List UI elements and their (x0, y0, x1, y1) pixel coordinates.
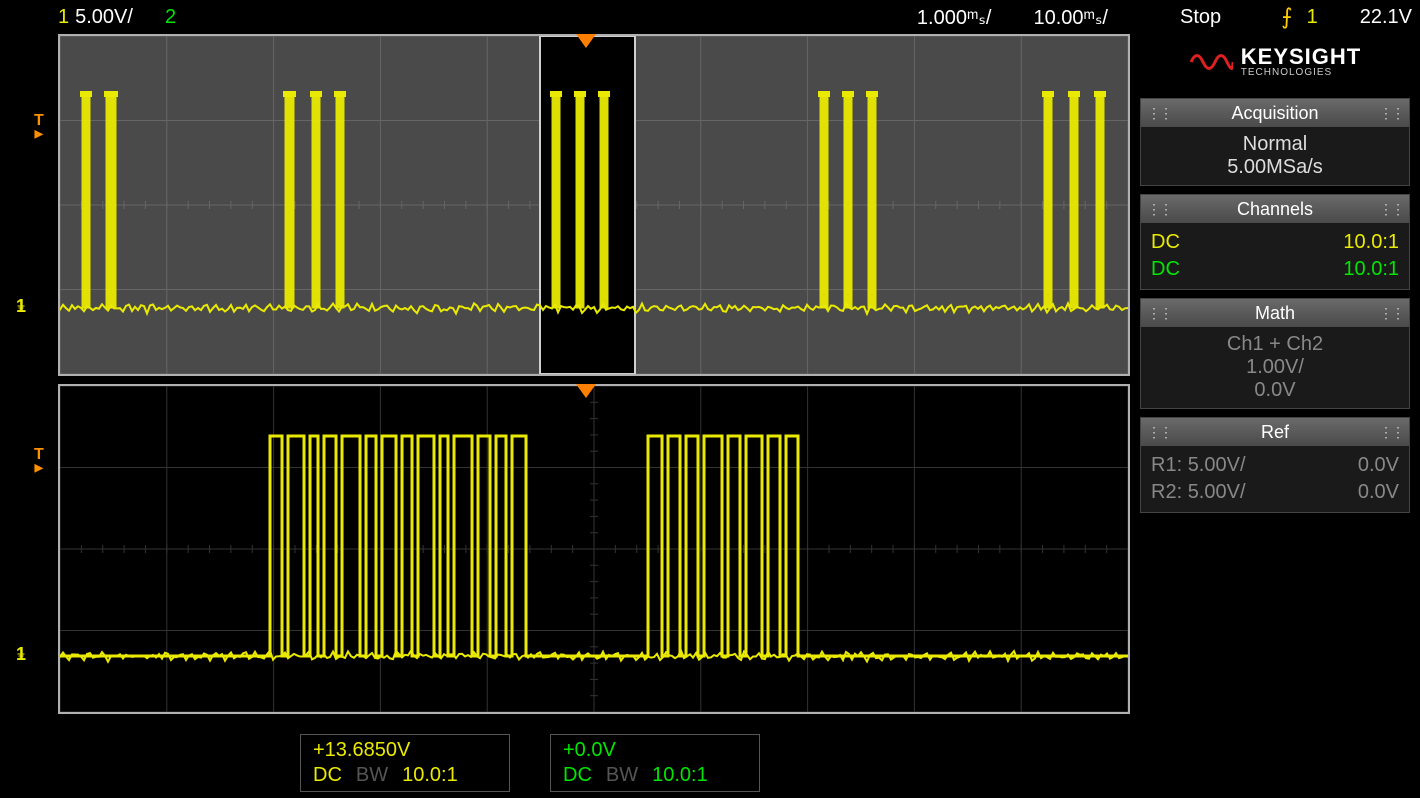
math-header: Math (1141, 299, 1409, 327)
ch1-measured-value: +13.6850V (313, 739, 497, 762)
r1-label: R1: (1151, 454, 1182, 476)
logo-text: KEYSIGHT (1241, 46, 1361, 68)
run-state[interactable]: Stop (1180, 6, 1221, 29)
ref-header: Ref (1141, 418, 1409, 446)
acquisition-header: Acquisition (1141, 99, 1409, 127)
ch2-bw: BW (606, 764, 638, 787)
channels-panel[interactable]: Channels DC 10.0:1 DC 10.0:1 (1140, 194, 1410, 290)
acquisition-panel[interactable]: Acquisition Normal 5.00MSa/s (1140, 98, 1410, 186)
math-scale: 1.00V/ (1151, 356, 1399, 379)
ch1-coupling-btm: DC (313, 764, 342, 787)
ch1-probe-btm: 10.0:1 (402, 764, 458, 787)
logo-subtext: TECHNOLOGIES (1241, 68, 1361, 78)
acquisition-rate: 5.00MSa/s (1151, 156, 1399, 179)
ch1-info-box[interactable]: +13.6850V DC BW 10.0:1 (300, 734, 510, 792)
r2-scale: 5.00V/ (1188, 481, 1246, 503)
trigger-level[interactable]: 22.1V (1360, 6, 1412, 29)
r1-offset: 0.0V (1358, 454, 1399, 477)
ch2-measured-value: +0.0V (563, 739, 747, 762)
ch2-probe-btm: 10.0:1 (652, 764, 708, 787)
lower-waveform-viewport[interactable]: T ▸ 1 (58, 384, 1130, 714)
trigger-edge-icon: ⨍ (1281, 4, 1292, 30)
ch2-coupling: DC (1151, 258, 1180, 281)
ch1-coupling: DC (1151, 231, 1180, 254)
upper-waveform-viewport[interactable]: T ▸ 1 (58, 34, 1130, 376)
ch1-probe: 10.0:1 (1343, 231, 1399, 254)
zoom-reference-marker-icon (576, 384, 596, 398)
ch2-number[interactable]: 2 (165, 6, 176, 29)
math-operation: Ch1 + Ch2 (1151, 333, 1399, 356)
timebase-main[interactable]: 1.000ᵐₛ/ (917, 5, 992, 30)
trigger-channel[interactable]: 1 (1307, 6, 1318, 29)
channels-header: Channels (1141, 195, 1409, 223)
r1-scale: 5.00V/ (1188, 454, 1246, 476)
ch1-ground-indicator: 1 (16, 296, 26, 317)
r2-offset: 0.0V (1358, 481, 1399, 504)
ch1-scale[interactable]: 5.00V/ (75, 6, 133, 29)
trigger-level-indicator-zoom: T ▸ (34, 448, 44, 472)
math-offset: 0.0V (1151, 379, 1399, 402)
ch1-bw: BW (356, 764, 388, 787)
ref-panel[interactable]: Ref R1: 5.00V/0.0V R2: 5.00V/0.0V (1140, 417, 1410, 513)
ch1-ground-indicator-zoom: 1 (16, 644, 26, 665)
math-panel[interactable]: Math Ch1 + Ch2 1.00V/ 0.0V (1140, 298, 1410, 409)
trigger-level-indicator: T ▸ (34, 114, 44, 138)
acquisition-mode: Normal (1151, 133, 1399, 156)
sidebar: KEYSIGHT TECHNOLOGIES Acquisition Normal… (1140, 34, 1410, 720)
ch2-probe: 10.0:1 (1343, 258, 1399, 281)
keysight-logo: KEYSIGHT TECHNOLOGIES (1140, 34, 1410, 90)
channel-info-bar: +13.6850V DC BW 10.0:1 +0.0V DC BW 10.0:… (0, 728, 1420, 798)
ch2-info-box[interactable]: +0.0V DC BW 10.0:1 (550, 734, 760, 792)
ch2-coupling-btm: DC (563, 764, 592, 787)
r2-label: R2: (1151, 481, 1182, 503)
ch1-number[interactable]: 1 (58, 6, 69, 29)
time-reference-marker-icon (576, 34, 596, 48)
timebase-delay[interactable]: 10.00ᵐₛ/ (1033, 5, 1108, 30)
top-status-bar: 1 5.00V/ 2 1.000ᵐₛ/ 10.00ᵐₛ/ Stop ⨍ 1 22… (0, 0, 1420, 34)
logo-wave-icon (1189, 47, 1233, 77)
